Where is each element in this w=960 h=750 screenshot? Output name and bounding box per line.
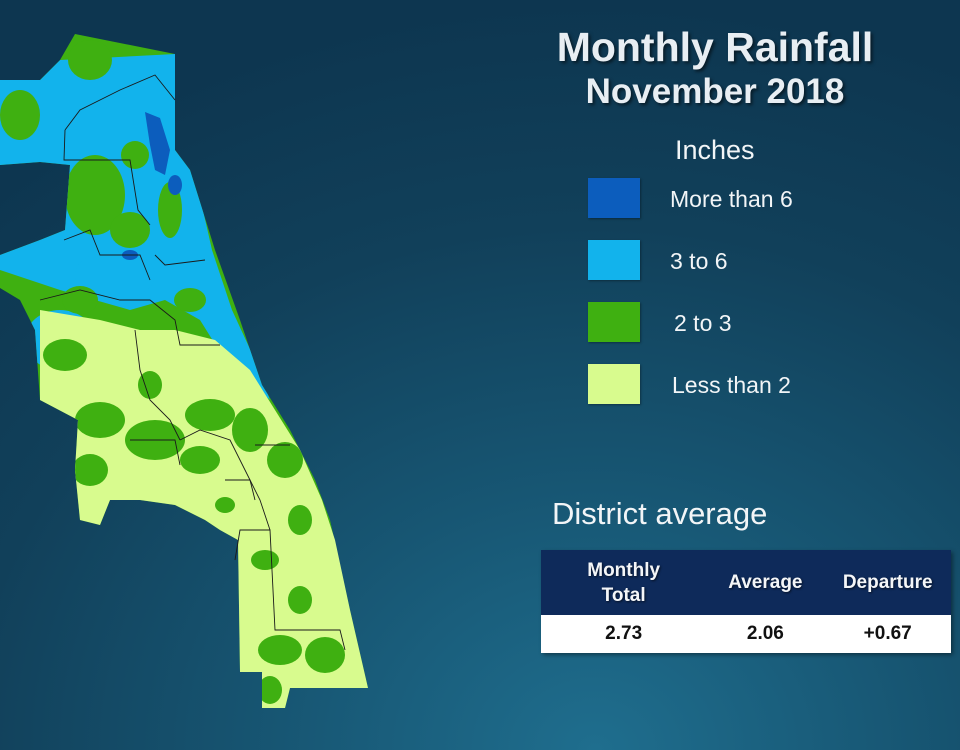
legend-label-less-than-2: Less than 2 xyxy=(672,372,791,398)
rainfall-map xyxy=(0,34,368,708)
table-header-row: Monthly Total Average Departure xyxy=(541,550,951,615)
legend-swatch-less-than-2 xyxy=(588,364,640,404)
district-average-table: Monthly Total Average Departure 2.73 2.0… xyxy=(541,550,951,653)
map-subtitle: November 2018 xyxy=(585,72,845,111)
map-zone-less-than-2 xyxy=(40,310,368,708)
county-boundaries xyxy=(39,74,346,651)
legend-label-more-than-6: More than 6 xyxy=(670,186,793,212)
legend-label-2-to-3: 2 to 3 xyxy=(674,310,732,336)
map-title: Monthly Rainfall xyxy=(556,24,874,70)
column-header-monthly-total: Monthly Total xyxy=(541,550,707,615)
legend-swatch-3-to-6 xyxy=(588,240,640,280)
legend-item-3-to-6: 3 to 6 xyxy=(588,240,948,294)
table-row: 2.73 2.06 +0.67 xyxy=(541,615,951,653)
cell-departure: +0.67 xyxy=(824,615,951,653)
legend-item-less-than-2: Less than 2 xyxy=(588,364,948,418)
legend-units-label: Inches xyxy=(675,135,755,165)
district-average-heading: District average xyxy=(552,496,768,531)
cell-monthly-total: 2.73 xyxy=(541,615,707,653)
map-zone-2-to-3-north xyxy=(0,40,206,314)
column-header-average: Average xyxy=(706,550,825,615)
legend-swatch-2-to-3 xyxy=(588,302,640,342)
cell-average: 2.06 xyxy=(706,615,825,653)
legend-item-2-to-3: 2 to 3 xyxy=(588,302,948,356)
column-header-departure: Departure xyxy=(824,550,951,615)
legend-swatch-more-than-6 xyxy=(588,178,640,218)
legend-item-more-than-6: More than 6 xyxy=(588,178,948,232)
legend-label-3-to-6: 3 to 6 xyxy=(670,248,728,274)
